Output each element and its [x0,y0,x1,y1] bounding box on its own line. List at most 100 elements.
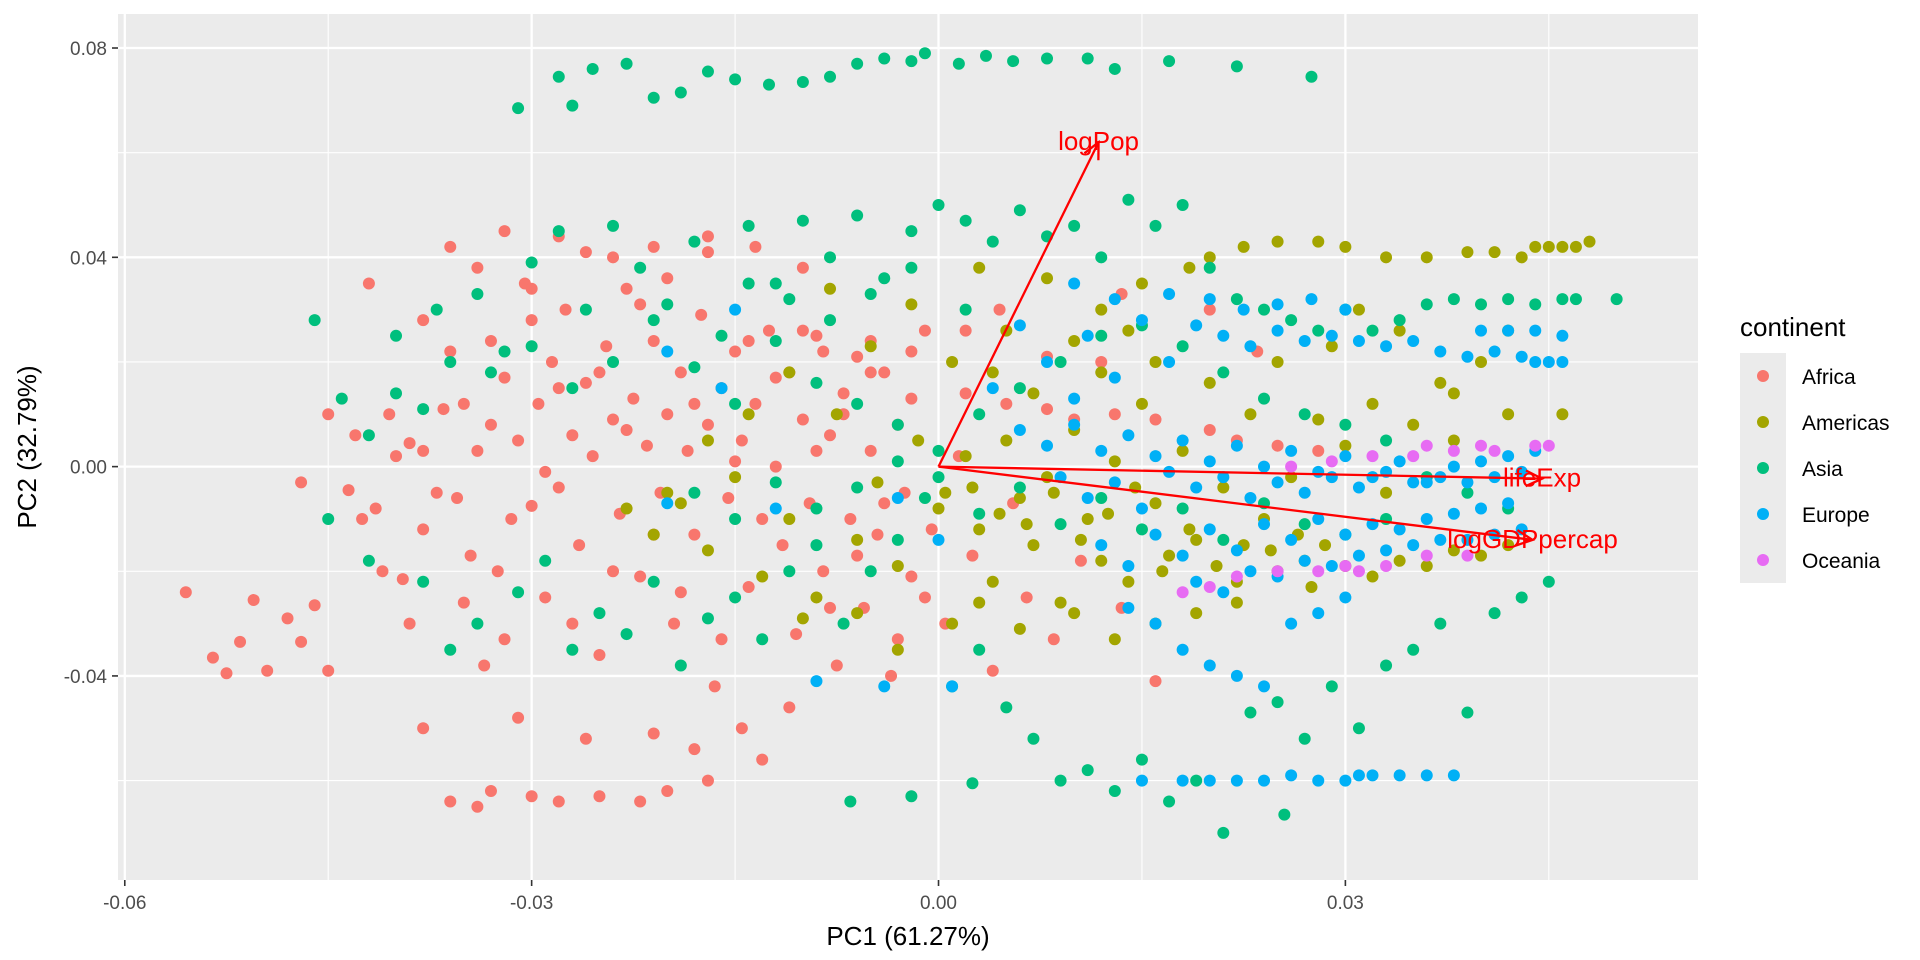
data-point [1203,303,1216,316]
data-point [891,492,904,505]
data-point [1461,486,1474,499]
data-point [851,57,864,70]
data-point [959,324,972,337]
data-point [817,345,830,358]
legend-item-africa: Africa [1740,353,1856,399]
data-point [1217,586,1230,599]
data-point [701,246,714,259]
data-point [1298,554,1311,567]
data-point [1041,439,1054,452]
data-point [464,549,477,562]
data-point [824,70,837,83]
data-point [498,345,511,358]
data-point [668,617,681,630]
data-point [1217,366,1230,379]
data-point [607,565,620,578]
data-point [688,528,701,541]
legend-key-point [1757,462,1769,474]
data-point [1135,753,1148,766]
loading-arrow-head [1083,139,1100,161]
data-point [959,387,972,400]
data-point [1312,235,1325,248]
data-point [1434,533,1447,546]
data-point [1135,523,1148,536]
data-point [1420,251,1433,264]
data-point [1122,575,1135,588]
data-point [688,397,701,410]
data-point [810,591,823,604]
data-point [661,298,674,311]
data-point [1013,382,1026,395]
data-point [1013,481,1026,494]
data-point [864,565,877,578]
data-point [1556,355,1569,368]
data-point [1475,355,1488,368]
data-point [647,575,660,588]
data-point [593,648,606,661]
data-point [1258,460,1271,473]
data-point [769,460,782,473]
data-point [1305,580,1318,593]
data-point [688,235,701,248]
loading-arrows: logPop lifeExp logGDPpercap [937,126,1618,554]
data-point [1502,450,1515,463]
data-point [878,366,891,379]
data-point [946,680,959,693]
data-point [871,476,884,489]
data-point [1041,272,1054,285]
data-point [932,471,945,484]
data-point [471,617,484,630]
data-point [1325,329,1338,342]
data-point [1203,659,1216,672]
data-point [376,565,389,578]
data-point [796,612,809,625]
data-point [417,444,430,457]
data-point [1095,355,1108,368]
loading-lifeexp: lifeExp [938,463,1581,493]
data-point [640,439,653,452]
data-point [1041,355,1054,368]
data-point [471,261,484,274]
data-point [1190,533,1203,546]
data-point [295,476,308,489]
data-point [647,91,660,104]
x-axis-title: PC1 (61.27%) [826,921,989,951]
data-point [824,601,837,614]
data-point [1230,439,1243,452]
data-point [1352,481,1365,494]
data-point [1102,507,1115,520]
data-point [864,287,877,300]
data-point [1305,293,1318,306]
data-point [1285,314,1298,327]
data-point [471,287,484,300]
data-point [1502,324,1515,337]
data-point [1298,518,1311,531]
data-point [1488,345,1501,358]
loading-arrow-head [1525,469,1545,488]
data-point [1108,371,1121,384]
data-point [1081,52,1094,65]
data-point [769,335,782,348]
data-point [688,361,701,374]
loading-logpop: logPop [937,126,1139,468]
data-point [1529,355,1542,368]
data-point [1407,418,1420,431]
data-point [1230,596,1243,609]
data-point [1502,408,1515,421]
data-point [586,450,599,463]
data-point [1244,492,1257,505]
data-point [552,481,565,494]
data-point [1556,293,1569,306]
data-point [1149,675,1162,688]
data-point [1244,340,1257,353]
data-point [390,450,403,463]
data-point [634,795,647,808]
data-point [281,612,294,625]
data-point [796,214,809,227]
data-point [986,575,999,588]
data-point [891,418,904,431]
data-point [1502,497,1515,510]
legend-item-oceania: Oceania [1740,537,1881,583]
data-point [444,795,457,808]
data-point [1095,492,1108,505]
